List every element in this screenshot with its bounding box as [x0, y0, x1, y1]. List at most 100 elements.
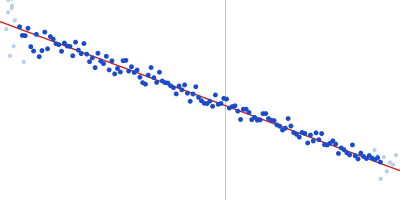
- Point: [103, 55, 110, 58]
- Point: [349, 143, 356, 146]
- Point: [206, 100, 213, 103]
- Point: [226, 106, 232, 110]
- Point: [117, 70, 124, 74]
- Point: [254, 119, 260, 122]
- Point: [56, 43, 62, 46]
- Point: [168, 84, 174, 87]
- Point: [290, 131, 297, 134]
- Point: [218, 102, 224, 105]
- Point: [187, 100, 194, 103]
- Point: [140, 81, 146, 84]
- Point: [142, 83, 149, 86]
- Point: [128, 65, 135, 68]
- Point: [84, 53, 90, 56]
- Point: [360, 155, 367, 158]
- Point: [20, 60, 27, 63]
- Point: [95, 52, 101, 55]
- Point: [378, 177, 384, 180]
- Point: [154, 81, 160, 84]
- Point: [363, 157, 370, 160]
- Point: [126, 69, 132, 73]
- Point: [30, 49, 37, 53]
- Point: [123, 59, 129, 62]
- Point: [9, 4, 15, 7]
- Point: [120, 59, 126, 62]
- Point: [12, 19, 18, 22]
- Point: [246, 111, 252, 114]
- Point: [271, 119, 277, 122]
- Point: [72, 41, 79, 44]
- Point: [265, 117, 272, 120]
- Point: [92, 66, 98, 69]
- Point: [229, 105, 235, 108]
- Point: [10, 45, 17, 48]
- Point: [248, 118, 255, 121]
- Point: [5, 0, 12, 2]
- Point: [251, 116, 258, 119]
- Point: [64, 44, 70, 48]
- Point: [36, 55, 42, 58]
- Point: [33, 33, 40, 36]
- Point: [106, 68, 112, 71]
- Point: [344, 151, 350, 154]
- Point: [134, 68, 140, 72]
- Point: [193, 85, 199, 88]
- Point: [170, 86, 177, 89]
- Point: [393, 154, 399, 157]
- Point: [285, 117, 291, 120]
- Point: [358, 152, 364, 155]
- Point: [257, 118, 263, 122]
- Point: [173, 92, 180, 96]
- Point: [204, 102, 210, 105]
- Point: [232, 104, 238, 107]
- Point: [44, 47, 51, 50]
- Point: [47, 35, 54, 38]
- Point: [338, 146, 344, 150]
- Point: [81, 42, 87, 45]
- Point: [304, 141, 311, 145]
- Point: [25, 27, 31, 30]
- Point: [89, 56, 96, 59]
- Point: [39, 49, 45, 52]
- Point: [380, 155, 387, 159]
- Point: [201, 102, 207, 105]
- Point: [196, 96, 202, 99]
- Point: [321, 143, 328, 146]
- Point: [318, 132, 325, 135]
- Point: [234, 110, 241, 113]
- Point: [3, 27, 10, 31]
- Point: [260, 112, 266, 115]
- Point: [302, 132, 308, 135]
- Point: [355, 157, 361, 161]
- Point: [86, 60, 93, 63]
- Point: [377, 160, 384, 164]
- Point: [53, 42, 59, 45]
- Point: [209, 105, 216, 108]
- Point: [137, 76, 143, 79]
- Point: [387, 161, 393, 164]
- Point: [78, 52, 84, 55]
- Point: [220, 97, 227, 100]
- Point: [145, 74, 152, 77]
- Point: [369, 156, 375, 160]
- Point: [372, 158, 378, 161]
- Point: [184, 92, 191, 95]
- Point: [262, 112, 269, 115]
- Point: [42, 30, 48, 34]
- Point: [371, 149, 378, 152]
- Point: [190, 92, 196, 96]
- Point: [346, 153, 353, 157]
- Point: [198, 99, 204, 102]
- Point: [16, 25, 23, 28]
- Point: [112, 72, 118, 75]
- Point: [212, 93, 218, 97]
- Point: [327, 142, 333, 145]
- Point: [114, 67, 121, 70]
- Point: [293, 133, 300, 136]
- Point: [109, 59, 115, 62]
- Point: [58, 50, 65, 53]
- Point: [237, 118, 244, 121]
- Point: [268, 119, 274, 122]
- Point: [7, 54, 13, 57]
- Point: [335, 152, 342, 155]
